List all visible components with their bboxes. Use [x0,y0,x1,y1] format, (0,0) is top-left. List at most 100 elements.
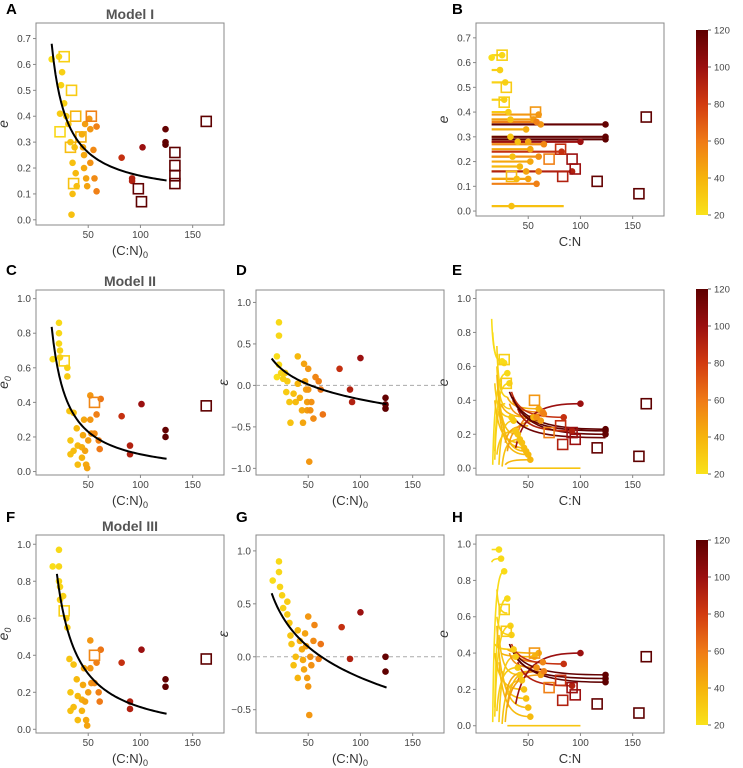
open-square [54,125,66,138]
y-tick-label: −0.5 [231,705,251,716]
open-square [88,649,101,662]
data-point [514,430,522,438]
data-point [56,347,64,354]
plot-frame [255,289,445,476]
y-tick-label: 0.2 [457,430,471,441]
data-point [294,380,302,388]
colorbar-tick-label: 100 [714,63,730,74]
y-tick-label: 0.8 [457,328,471,339]
x-tick-label: 100 [132,230,149,241]
series-line [504,458,531,466]
data-point [516,671,524,679]
data-point [524,138,532,146]
y-tick-label: 0.7 [17,34,31,45]
data-point [284,377,291,385]
data-point [273,373,281,381]
y-tick-label: 0.3 [457,132,471,143]
y-tick-label: 0.5 [17,86,31,97]
x-tick-label: 150 [404,480,421,491]
open-square [132,182,145,195]
chart-title: Model II [104,273,156,289]
x-tick-label: 150 [184,480,201,491]
data-point [162,683,169,691]
data-point [93,123,100,130]
data-point [118,412,125,420]
open-square [569,163,582,175]
data-point [55,329,63,337]
panel-f: F Model III 50 100 150 0.0 0.2 0.4 0.6 0.8 1.0 (C:N… [0,509,225,768]
data-point [138,400,145,408]
y-axis-label: e [435,115,451,123]
open-square [566,153,578,165]
y-tick-label: −1.0 [231,464,251,475]
data-point [162,676,169,683]
open-square [69,110,82,123]
data-point [527,456,534,464]
data-point [300,360,308,368]
plot-frame [35,22,225,226]
series-line [506,674,541,708]
series-line [496,345,508,398]
colorbar: 20 40 60 80 100 120 [696,285,730,481]
data-point [275,332,283,339]
plot-frame [255,534,445,734]
x-tick-label: 100 [132,738,149,749]
y-tick-label: 0.3 [17,138,31,149]
open-square [529,106,542,118]
panel-letter: G [236,509,248,526]
data-point [533,118,540,126]
data-point [346,655,354,663]
y-tick-label: 0.5 [237,339,251,350]
open-square [496,49,508,61]
y-tick-label: 0.2 [457,157,471,168]
data-point [319,411,327,418]
data-point [95,688,102,696]
colorbar-tick-label: 60 [714,396,725,407]
data-point [81,447,89,455]
x-axis-label-sub: 0 [143,758,148,768]
panel-h: H 50 100 150 0.0 0.2 0.4 0.6 0.8 1.0 C:N e [435,509,665,766]
open-square [640,111,653,123]
y-tick-label: 1.0 [17,294,31,305]
y-tick-label: 0.0 [237,381,251,392]
data-point [290,390,297,397]
open-square [58,355,71,367]
x-tick-label: 150 [624,738,641,749]
data-point [520,686,528,693]
y-tick-label: 0.2 [17,432,31,443]
y-tick-label: 0.6 [457,362,471,373]
y-tick-label: 0.2 [17,688,31,699]
data-point [317,640,325,648]
colorbar-tick-label: 100 [714,322,730,333]
chart-title: Model I [106,6,154,22]
y-axis-label: e0 [0,376,13,389]
y-tick-label: 0.8 [17,329,31,340]
x-tick-label: 100 [572,221,589,232]
data-point [311,621,318,629]
panel-a: A Model I 50 100 150 0.0 0.1 0.2 0.3 0.4 0.5 0.6 0.7… [0,1,225,260]
y-tick-label: 1.0 [17,540,31,551]
data-point [307,406,314,414]
data-point [504,369,511,377]
plot-frame [475,534,665,734]
data-point [577,649,584,657]
data-point [535,168,542,175]
data-point [500,96,508,104]
data-point [577,138,584,146]
data-point [49,563,57,570]
x-axis-label: (C:N)0 [332,751,368,768]
x-tick-label: 50 [83,738,95,749]
y-tick-label: 0.4 [17,112,31,123]
data-point [74,716,82,724]
data-point [162,433,169,441]
data-point [304,386,312,393]
open-square [169,177,181,190]
plot-frame [35,289,225,476]
data-point [602,678,609,686]
data-point [305,711,313,719]
data-point [118,659,125,666]
data-point [299,656,307,664]
y-tick-label: 0.6 [457,58,471,69]
data-point [87,159,94,167]
data-point [275,568,283,576]
